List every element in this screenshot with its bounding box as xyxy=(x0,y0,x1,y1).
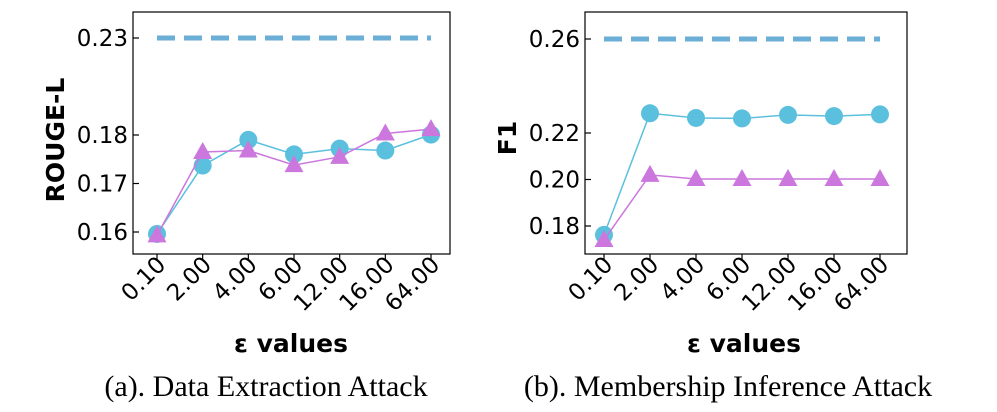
triangle-point xyxy=(375,123,395,141)
panel-data-extraction: 0.16 0.17 0.18 0.23 0.102.004.006.0012.0016… xyxy=(41,11,451,403)
series-layer xyxy=(147,35,441,243)
triangle-point xyxy=(147,225,167,243)
y-tick-label: 0.18 xyxy=(529,214,580,240)
triangle-point xyxy=(193,141,213,159)
triangle-point xyxy=(330,146,350,164)
x-tick-label: 2.00 xyxy=(162,252,217,307)
x-tick-label: 2.00 xyxy=(610,252,665,307)
y-tick-label: 0.22 xyxy=(529,121,580,147)
circle-point xyxy=(641,104,659,123)
plot-frame xyxy=(584,11,908,255)
triangle-point xyxy=(778,169,798,187)
circle-point xyxy=(376,141,395,160)
caption: (a). Data Extraction Attack xyxy=(104,370,427,403)
caption: (b). Membership Inference Attack xyxy=(524,370,932,403)
circle-point xyxy=(825,107,843,126)
triangle-point xyxy=(686,169,706,187)
triangle-point xyxy=(824,169,844,187)
triangle-point xyxy=(732,169,752,187)
x-tick-label: 4.00 xyxy=(208,252,263,307)
panel-membership-inference: 0.18 0.20 0.22 0.26 0.102.004.006.0012.0016… xyxy=(493,11,932,403)
y-tick-label: 0.18 xyxy=(77,123,128,149)
circle-point xyxy=(193,156,212,175)
x-axis-label: ε values xyxy=(687,329,801,358)
y-axis-label: ROUGE-L xyxy=(41,78,70,203)
circle-point xyxy=(871,105,889,124)
plot-frame xyxy=(132,11,451,255)
x-axis-label: ε values xyxy=(234,329,348,358)
triangle-point xyxy=(238,140,258,158)
triangle-point xyxy=(421,119,441,137)
y-ticks: 0.16 0.17 0.18 0.23 xyxy=(77,26,139,246)
x-tick-label: 0.10 xyxy=(564,252,619,307)
y-axis-label: F1 xyxy=(493,121,522,155)
circle-point xyxy=(779,105,797,124)
circle-point xyxy=(687,108,705,127)
circle-point xyxy=(733,109,751,128)
y-tick-label: 0.26 xyxy=(529,27,580,53)
series-layer xyxy=(594,36,890,247)
triangle-point xyxy=(594,229,614,247)
triangle-point xyxy=(640,164,660,182)
y-tick-label: 0.23 xyxy=(77,26,128,52)
y-ticks: 0.18 0.20 0.22 0.26 xyxy=(529,27,591,240)
y-tick-label: 0.20 xyxy=(529,168,580,194)
triangle-point xyxy=(870,169,890,187)
circle-point xyxy=(239,130,258,149)
y-tick-label: 0.17 xyxy=(77,172,128,198)
y-tick-label: 0.16 xyxy=(77,220,128,246)
triangle-point xyxy=(284,155,304,173)
x-tick-label: 4.00 xyxy=(656,252,711,307)
x-tick-label: 0.10 xyxy=(117,252,172,307)
circle-point xyxy=(285,145,303,164)
